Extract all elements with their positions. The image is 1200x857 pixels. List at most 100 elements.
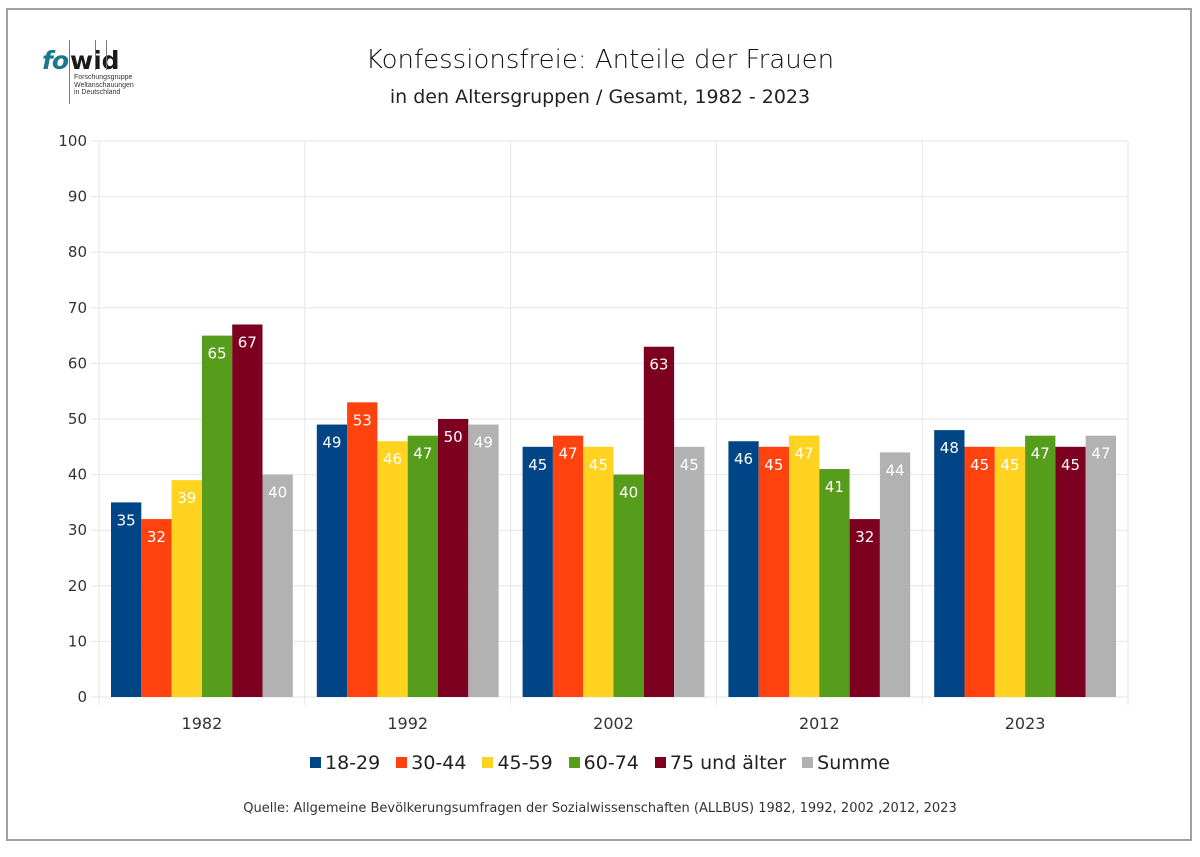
bar-30-44-2023: [964, 446, 995, 697]
y-tick-label: 60: [68, 354, 87, 372]
y-tick-label: 20: [68, 577, 87, 595]
data-label: 39: [177, 489, 196, 507]
logo-line: Weltanschauungen: [74, 81, 134, 89]
bar-18-29-1982: [111, 502, 142, 697]
fowid-logo: fo wid Forschungsgruppe Weltanschauungen…: [42, 40, 152, 106]
bar-18-29-2023: [934, 430, 965, 697]
logo-wid: wid: [70, 46, 120, 75]
chart-frame: [6, 8, 1192, 841]
bar-60-74-2012: [819, 469, 850, 697]
data-label: 40: [619, 484, 638, 502]
chart-title: Konfessionsfreie: Anteile der Frauen: [365, 45, 835, 75]
bar-30-44-2002: [552, 435, 584, 697]
bar-75-und-älter-2023: [1055, 446, 1086, 697]
data-label: 49: [322, 434, 341, 452]
legend-swatch: [482, 757, 494, 768]
y-tick-label: 80: [68, 243, 87, 261]
logo-divider: [106, 40, 107, 70]
y-tick-label: 50: [68, 410, 87, 428]
data-label: 47: [795, 445, 814, 463]
legend-item: 30-44: [396, 752, 466, 774]
data-label: 45: [1061, 456, 1080, 474]
data-label: 45: [970, 456, 989, 474]
data-label: 47: [559, 445, 578, 463]
legend-item: 75 und älter: [654, 752, 787, 774]
bar-45-59-2023: [994, 446, 1026, 697]
data-label: 45: [528, 456, 547, 474]
legend-swatch: [568, 757, 580, 768]
data-label: 45: [764, 456, 783, 474]
bar-45-59-2002: [583, 446, 614, 697]
logo-fo: fo: [42, 46, 69, 75]
bar-45-59-1982: [171, 480, 202, 697]
bar-75-und-älter-1982: [232, 324, 263, 697]
data-label: 45: [589, 456, 608, 474]
bar-30-44-1992: [347, 402, 378, 697]
legend-label: Summe: [817, 752, 890, 774]
data-label: 46: [383, 450, 402, 468]
data-label: 35: [117, 511, 136, 529]
data-label: 32: [147, 528, 166, 546]
x-tick-label: 2002: [593, 714, 634, 733]
data-label: 49: [474, 434, 493, 452]
bar-summe-2002: [674, 446, 705, 697]
data-label: 46: [734, 450, 753, 468]
logo-divider: [95, 40, 96, 70]
bar-summe-1982: [262, 474, 293, 697]
data-label: 44: [886, 461, 905, 479]
bar-18-29-1992: [316, 424, 348, 697]
legend-swatch: [654, 757, 666, 768]
bar-30-44-2012: [758, 446, 789, 697]
bar-18-29-2002: [522, 446, 553, 697]
x-tick-label: 2023: [1005, 714, 1046, 733]
logo-subtitle: Forschungsgruppe Weltanschauungen in Deu…: [74, 74, 134, 97]
data-label: 63: [649, 356, 668, 374]
logo-line: Forschungsgruppe: [74, 74, 133, 81]
logo-line: in Deutschland: [74, 89, 121, 96]
bar-summe-2012: [879, 452, 911, 697]
bar-75-und-älter-2012: [849, 519, 880, 697]
chart-subtitle: in den Altersgruppen / Gesamt, 1982 - 20…: [389, 86, 811, 108]
legend-swatch: [802, 757, 814, 768]
legend-swatch: [396, 757, 408, 768]
legend-item: 18-29: [310, 752, 380, 774]
data-label: 48: [940, 439, 959, 457]
data-label: 65: [208, 345, 227, 363]
bar-18-29-2012: [728, 441, 759, 697]
bar-45-59-1992: [377, 441, 408, 697]
data-label: 41: [825, 478, 844, 496]
y-tick-label: 90: [68, 188, 87, 206]
bar-75-und-älter-1992: [438, 419, 469, 697]
data-label: 45: [680, 456, 699, 474]
bar-60-74-2023: [1025, 435, 1056, 697]
bar-60-74-1982: [201, 335, 233, 697]
data-label: 45: [1000, 456, 1019, 474]
data-label: 53: [353, 411, 372, 429]
data-label: 67: [238, 333, 257, 351]
bar-30-44-1982: [141, 519, 172, 697]
y-tick-label: 30: [68, 521, 87, 539]
x-tick-label: 2012: [799, 714, 840, 733]
x-tick-label: 1982: [182, 714, 223, 733]
y-tick-label: 10: [68, 632, 87, 650]
y-tick-label: 100: [58, 132, 87, 150]
bar-75-und-älter-2002: [643, 346, 675, 697]
data-label: 47: [1091, 445, 1110, 463]
x-tick-label: 1992: [387, 714, 428, 733]
data-label: 40: [268, 484, 287, 502]
logo-divider: [69, 40, 70, 104]
legend-label: 75 und älter: [669, 752, 787, 774]
y-tick-label: 0: [77, 688, 87, 706]
y-tick-label: 40: [68, 466, 87, 484]
data-label: 47: [413, 445, 432, 463]
bar-summe-2023: [1085, 435, 1116, 697]
y-tick-label: 70: [68, 299, 87, 317]
legend-label: 18-29: [325, 752, 381, 774]
chart-source: Quelle: Allgemeine Bevölkerungsumfragen …: [243, 801, 957, 816]
legend-label: 60-74: [583, 752, 639, 774]
bar-60-74-1992: [407, 435, 438, 697]
data-label: 47: [1031, 445, 1050, 463]
legend-swatch: [310, 757, 322, 768]
legend-item: 45-59: [482, 752, 553, 774]
